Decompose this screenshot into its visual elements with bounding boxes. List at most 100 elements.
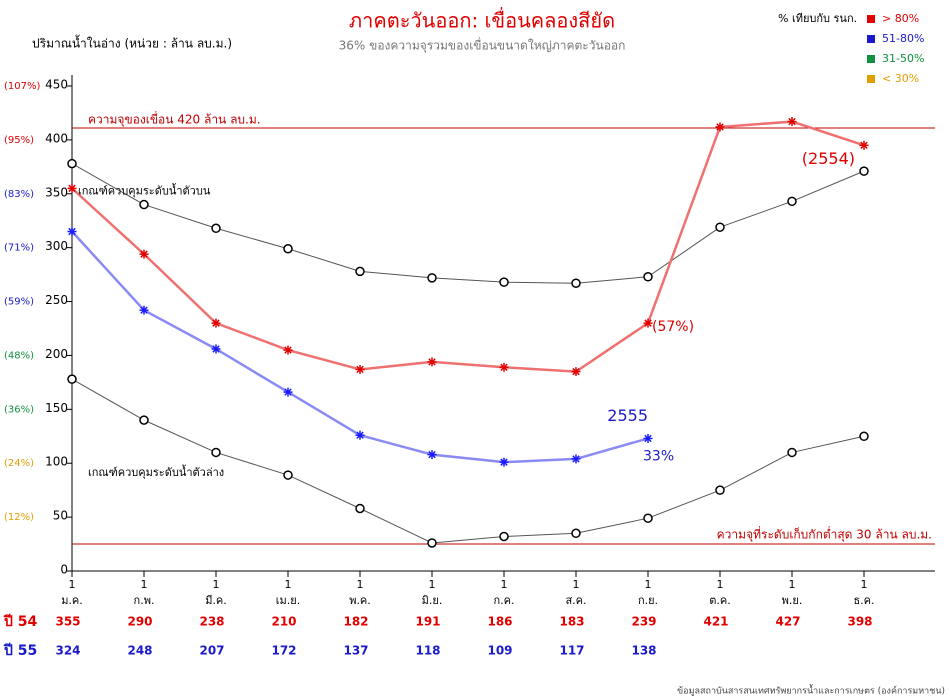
star-stroke <box>68 184 76 193</box>
data-point <box>355 364 365 374</box>
pct-tick-label: (59%) <box>4 297 34 308</box>
pct-tick-label: (95%) <box>4 135 34 146</box>
data-point <box>67 374 77 384</box>
x-tick-label: ก.ย. <box>638 594 658 607</box>
data-point <box>355 266 365 277</box>
table-cell: 182 <box>343 615 368 629</box>
y-tick-label: 100 <box>45 455 68 469</box>
table-cell: 398 <box>847 615 872 629</box>
data-point <box>499 362 509 372</box>
star-stroke <box>140 306 148 314</box>
data-point <box>355 503 365 514</box>
annotation: 33% <box>643 448 674 464</box>
series-label: เกณฑ์ควบคุมระดับน้ำตัวล่าง <box>88 464 224 479</box>
data-point <box>787 447 797 458</box>
data-point <box>787 117 797 127</box>
table-cell: 427 <box>775 615 800 629</box>
data-point <box>355 430 365 440</box>
data-point <box>499 277 509 287</box>
x-day-label: 1 <box>429 578 436 591</box>
x-tick-label: เม.ย. <box>276 594 300 607</box>
y-axis-label: ปริมาณน้ำในอ่าง (หน่วย : ล้าน ลบ.ม.) <box>32 35 232 51</box>
data-point <box>283 243 293 254</box>
legend-label: < 30% <box>882 72 919 85</box>
legend-swatch <box>867 75 875 83</box>
legend-swatch <box>867 15 875 23</box>
pct-tick-label: (12%) <box>4 512 34 523</box>
data-point <box>283 387 293 397</box>
data-point <box>211 223 221 234</box>
table-cell: 183 <box>559 615 584 629</box>
data-point <box>499 531 509 542</box>
x-tick-label: มี.ค. <box>205 594 227 607</box>
series-label: 2555 <box>607 406 648 425</box>
legend-label: 31-50% <box>882 52 924 65</box>
data-point <box>139 415 149 425</box>
legend-title: % เทียบกับ รนก. <box>778 12 857 25</box>
x-day-label: 1 <box>213 578 220 591</box>
star-stroke <box>500 458 508 466</box>
series-label: (2554) <box>802 149 855 168</box>
annotation: (57%) <box>652 319 694 335</box>
series-line <box>71 378 865 544</box>
data-point <box>67 183 77 193</box>
data-point <box>571 367 581 377</box>
x-day-label: 1 <box>861 578 868 591</box>
table-cell: 238 <box>199 615 224 629</box>
x-tick-label: พ.ค. <box>349 594 371 607</box>
star-stroke <box>860 141 868 149</box>
data-point <box>859 166 869 176</box>
x-tick-label: ก.ค. <box>493 594 514 607</box>
data-point <box>67 158 77 169</box>
pct-tick-label: (24%) <box>4 458 34 469</box>
star-stroke <box>356 365 364 374</box>
data-point <box>643 433 653 443</box>
star-stroke <box>284 346 292 354</box>
x-day-label: 1 <box>789 578 796 591</box>
x-day-label: 1 <box>141 578 148 591</box>
source: ข้อมูลสถาบันสารสนเทศทรัพยากรน้ำและการเกษ… <box>677 684 945 697</box>
star-stroke <box>212 345 220 353</box>
data-point <box>643 513 653 523</box>
series-label: เกณฑ์ควบคุมระดับน้ำตัวบน <box>78 183 211 198</box>
data-point <box>211 318 221 328</box>
reference-label: ความจุที่ระดับเก็บกักต่ำสุด 30 ล้าน ลบ.ม… <box>717 526 932 543</box>
x-day-label: 1 <box>69 578 76 591</box>
data-point <box>859 431 869 442</box>
legend-label: 51-80% <box>882 32 924 45</box>
table-cell: 207 <box>199 644 224 658</box>
star-stroke <box>500 363 508 372</box>
data-point <box>283 470 293 480</box>
star-stroke <box>428 450 436 459</box>
table-cell: 421 <box>703 615 728 629</box>
data-point <box>211 344 221 354</box>
star-stroke <box>644 319 652 327</box>
x-day-label: 1 <box>573 578 580 591</box>
x-day-label: 1 <box>501 578 508 591</box>
table-cell: 324 <box>55 644 80 658</box>
y-tick-label: 50 <box>53 509 68 523</box>
data-point <box>427 357 437 367</box>
data-point <box>571 454 581 464</box>
table-cell: 290 <box>127 615 152 629</box>
data-point <box>283 345 293 355</box>
series-line <box>71 120 865 373</box>
x-tick-label: ม.ค. <box>61 594 83 607</box>
x-day-label: 1 <box>645 578 652 591</box>
x-tick-label: ส.ค. <box>565 594 586 607</box>
chart-title: ภาคตะวันออก: เขื่อนคลองสียัด <box>349 7 615 33</box>
y-tick-label: 350 <box>45 185 68 199</box>
data-point <box>211 447 221 458</box>
table-row-label: ปี 54 <box>3 614 38 630</box>
y-tick-label: 0 <box>60 563 68 577</box>
pct-tick-label: (48%) <box>4 350 34 361</box>
data-point <box>787 196 797 207</box>
y-tick-label: 450 <box>45 78 68 92</box>
x-tick-label: ต.ค. <box>709 594 731 607</box>
data-point <box>67 227 77 236</box>
series-line <box>71 163 865 284</box>
table-cell: 239 <box>631 615 656 629</box>
table-cell: 138 <box>631 644 656 658</box>
